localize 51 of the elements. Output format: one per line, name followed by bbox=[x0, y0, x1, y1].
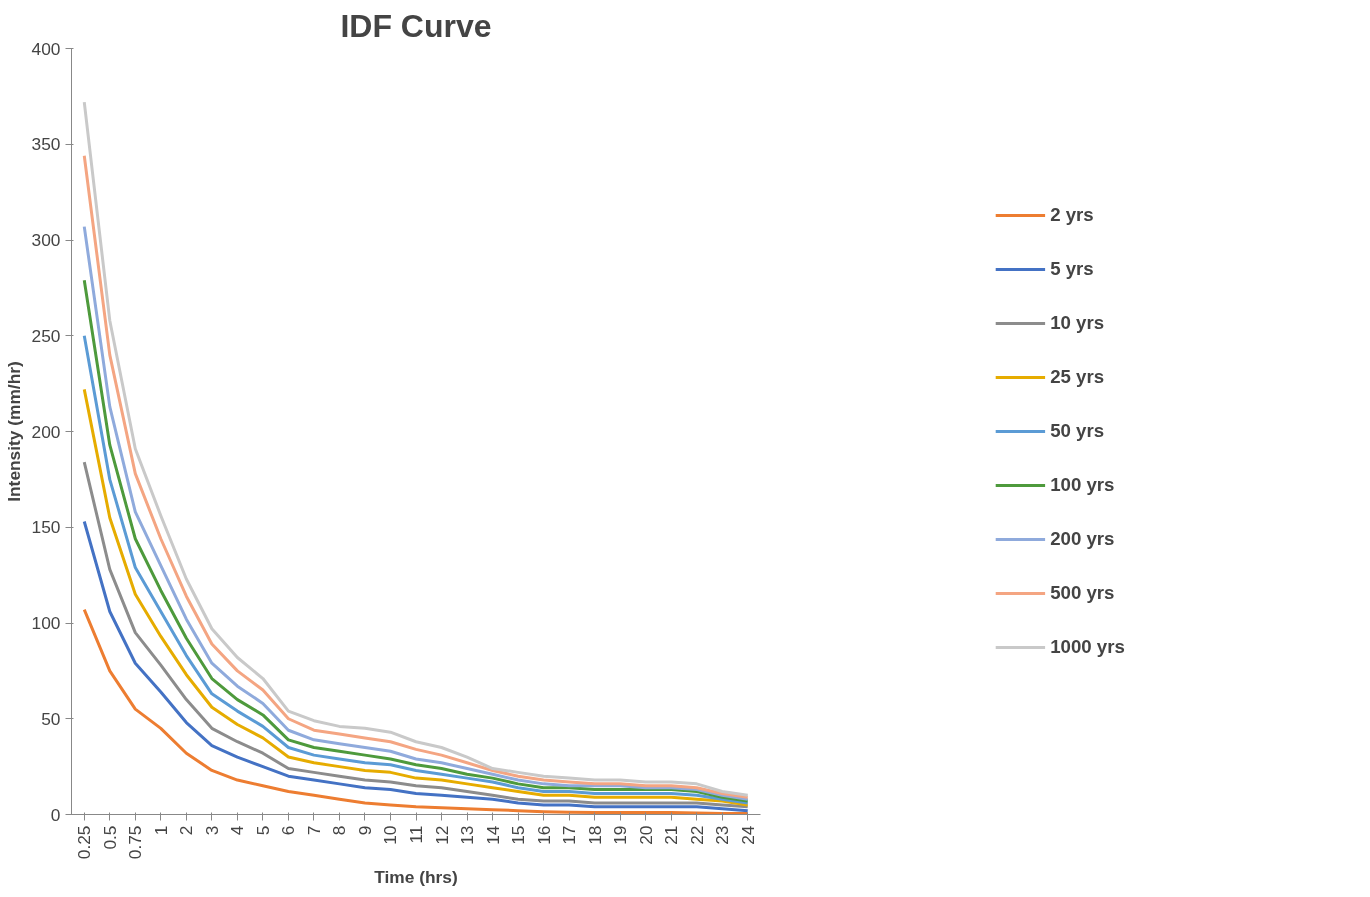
legend-label: 2 yrs bbox=[1050, 204, 1094, 226]
x-tick-label: 0.5 bbox=[99, 825, 120, 850]
y-tick-label: 300 bbox=[31, 230, 61, 250]
x-tick-label: 7 bbox=[303, 825, 324, 836]
legend-label: 200 yrs bbox=[1050, 528, 1115, 550]
x-tick-label: 13 bbox=[457, 825, 478, 845]
x-tick-label: 5 bbox=[252, 825, 273, 836]
x-tick-label: 12 bbox=[431, 825, 452, 845]
x-tick-label: 18 bbox=[584, 825, 605, 845]
x-tick-label: 16 bbox=[533, 825, 554, 845]
x-tick-label: 1 bbox=[150, 825, 171, 836]
x-tick-label: 3 bbox=[201, 825, 222, 836]
x-tick-label: 10 bbox=[380, 825, 401, 845]
y-tick-label: 150 bbox=[31, 517, 61, 538]
x-tick-label: 15 bbox=[508, 825, 529, 845]
y-tick-label: 0 bbox=[50, 804, 61, 825]
line-series bbox=[82, 608, 750, 815]
legend-label: 50 yrs bbox=[1050, 420, 1105, 442]
chart-title: IDF Curve bbox=[340, 7, 492, 44]
legend-label: 100 yrs bbox=[1050, 474, 1115, 496]
y-tick-label: 100 bbox=[31, 613, 61, 633]
x-tick-label: 24 bbox=[737, 825, 758, 845]
x-tick-label: 19 bbox=[610, 825, 631, 845]
x-tick-label: 21 bbox=[661, 825, 682, 845]
x-tick-label: 4 bbox=[227, 825, 248, 836]
legend-label: 10 yrs bbox=[1050, 312, 1105, 334]
y-tick-label: 200 bbox=[31, 421, 61, 442]
line-series bbox=[82, 520, 750, 813]
x-tick-label: 17 bbox=[559, 825, 580, 845]
y-tick-label: 50 bbox=[41, 708, 61, 729]
x-tick-label: 9 bbox=[354, 825, 375, 836]
y-tick-label: 400 bbox=[31, 38, 61, 59]
x-tick-label: 2 bbox=[176, 825, 197, 836]
legend-label: 1000 yrs bbox=[1050, 636, 1125, 658]
x-tick-label: 23 bbox=[712, 825, 733, 845]
y-tick-label: 350 bbox=[31, 134, 61, 155]
x-tick-label: 0.75 bbox=[125, 825, 146, 860]
x-axis-title: Time (hrs) bbox=[374, 867, 458, 888]
y-tick-label: 250 bbox=[31, 325, 61, 346]
x-tick-label: 0.25 bbox=[74, 825, 95, 860]
x-tick-label: 11 bbox=[406, 825, 426, 844]
x-tick-label: 6 bbox=[278, 825, 299, 836]
legend-label: 5 yrs bbox=[1050, 258, 1094, 280]
line-series bbox=[82, 460, 750, 809]
x-tick-label: 14 bbox=[482, 825, 503, 845]
x-tick-label: 8 bbox=[329, 825, 350, 836]
legend-label: 25 yrs bbox=[1050, 366, 1105, 388]
x-tick-label: 22 bbox=[686, 825, 707, 845]
y-axis-title: Intensity (mm/hr) bbox=[3, 361, 24, 502]
x-tick-label: 20 bbox=[635, 825, 656, 845]
legend-label: 500 yrs bbox=[1050, 582, 1115, 604]
